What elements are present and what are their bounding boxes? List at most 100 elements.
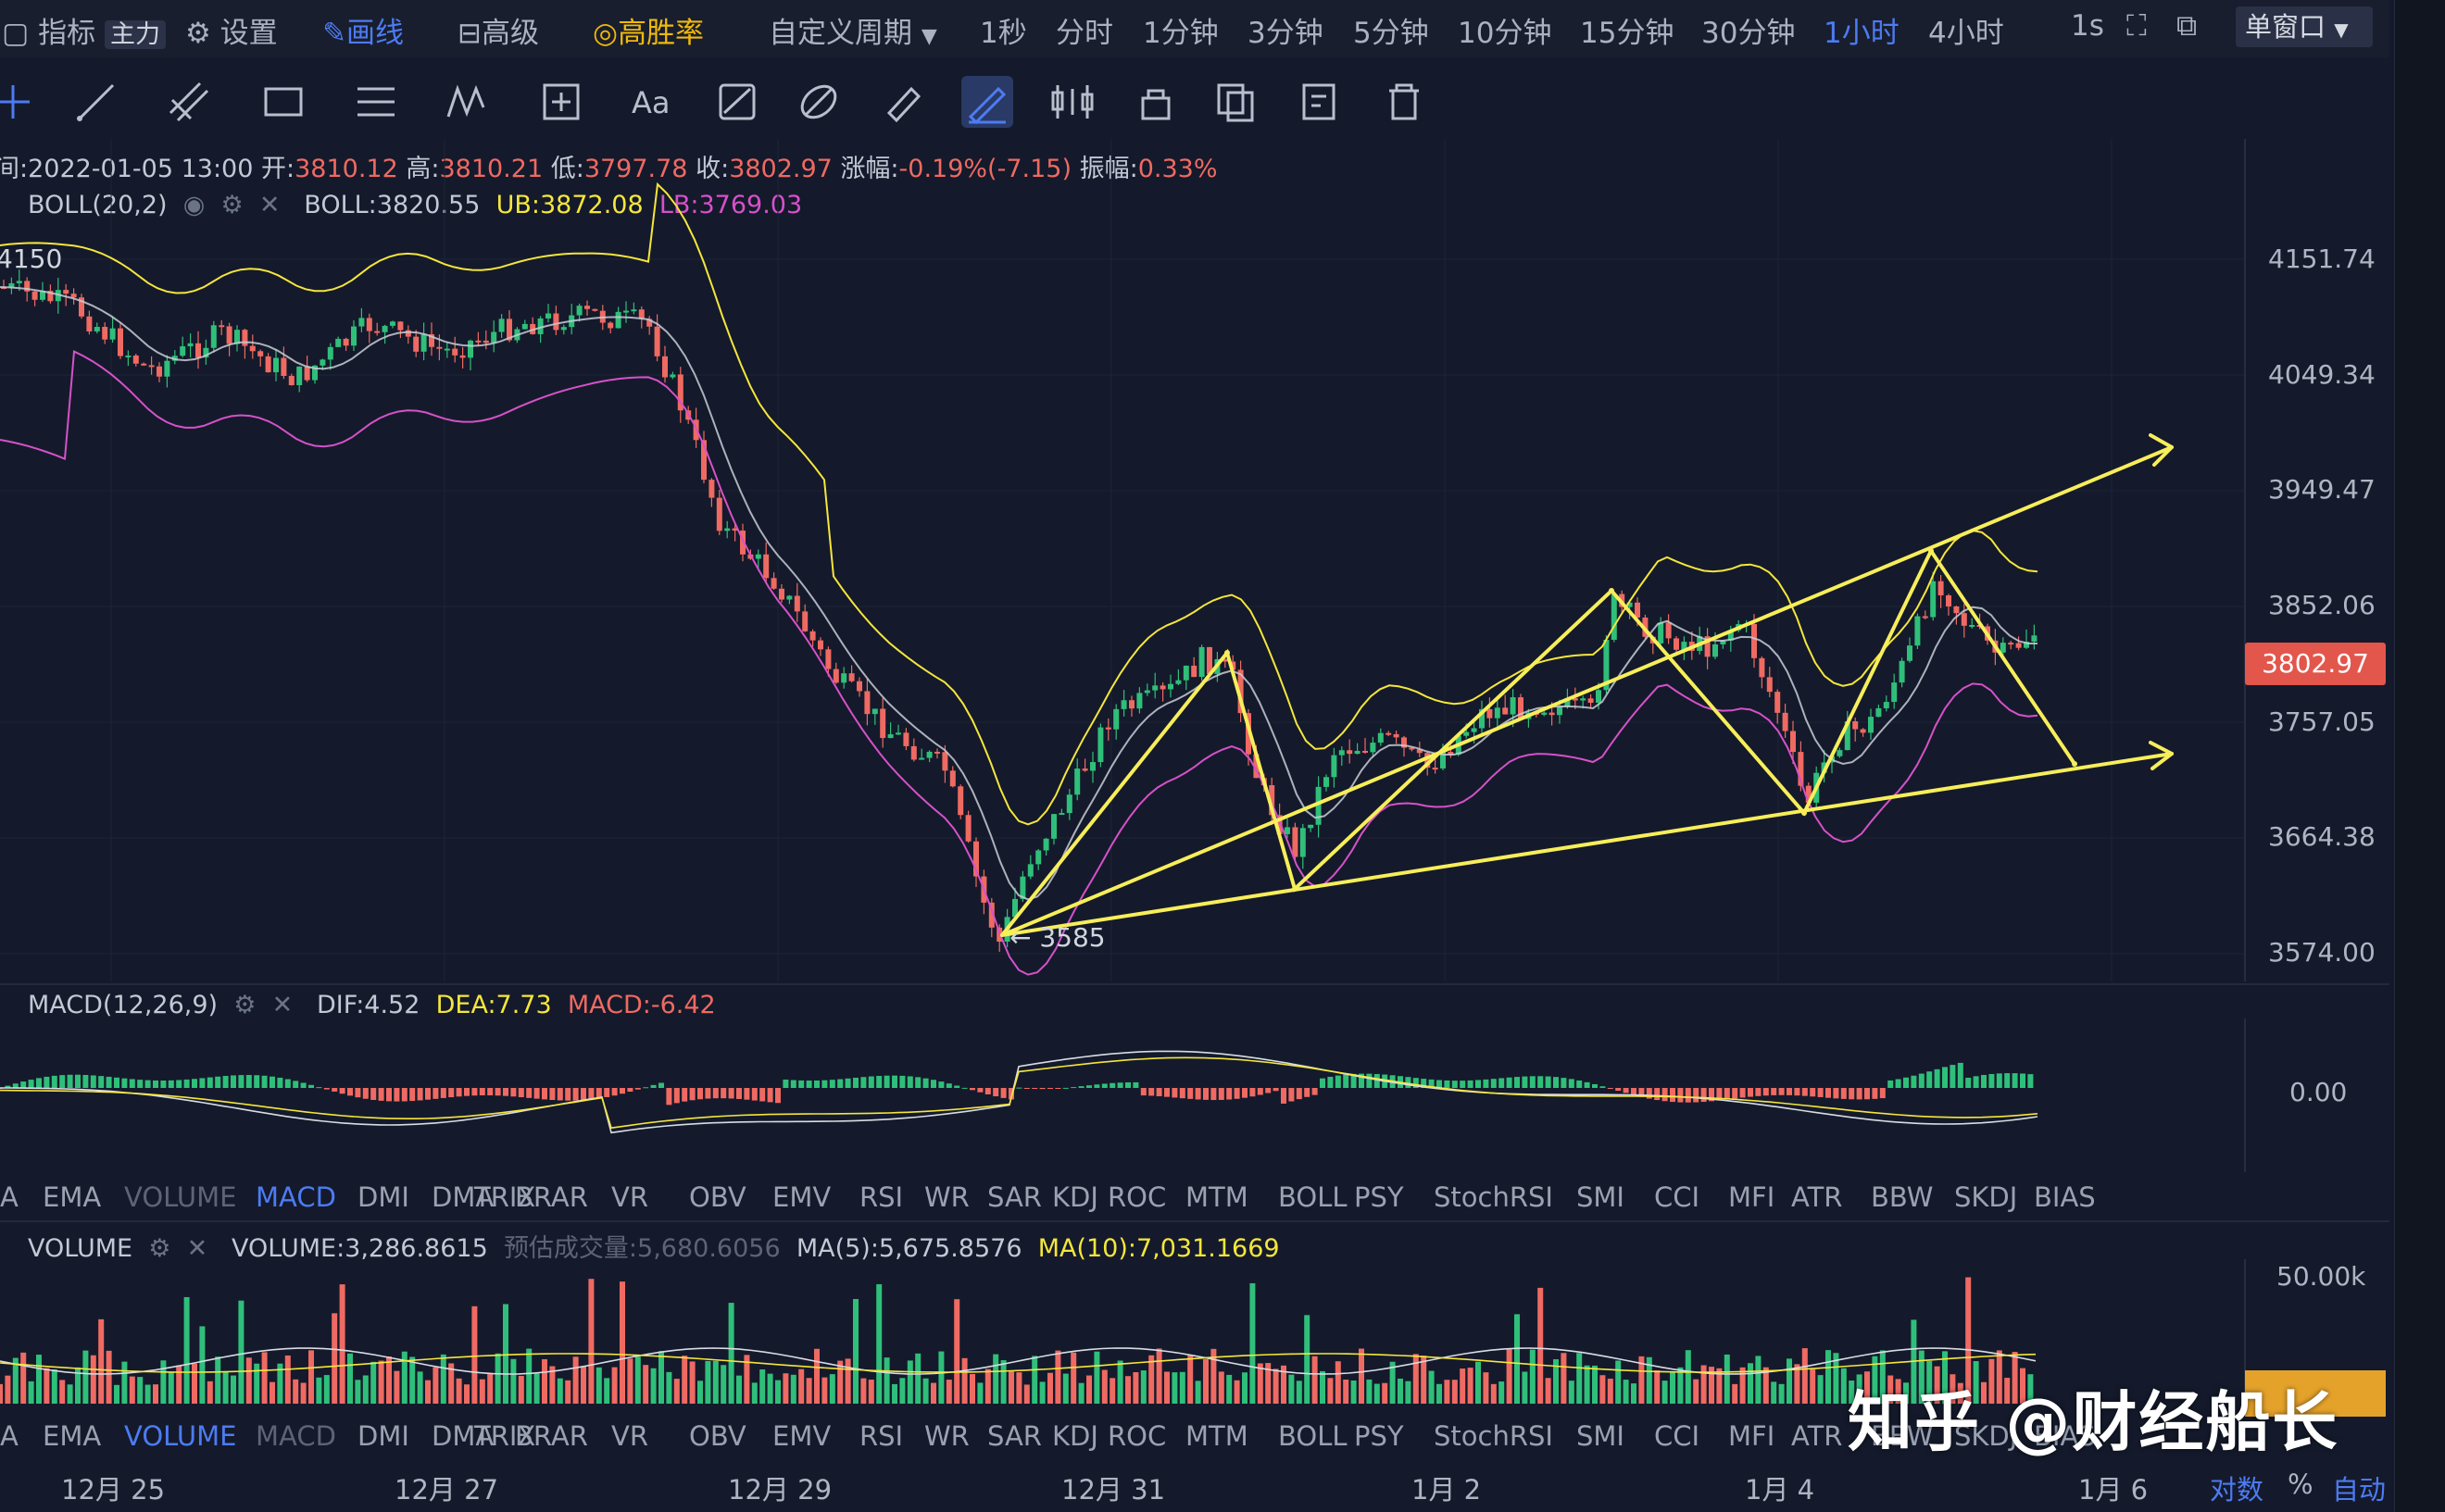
- period-3m[interactable]: 3分钟: [1248, 17, 1323, 50]
- period-1m[interactable]: 1分钟: [1143, 17, 1219, 50]
- indicator-tab[interactable]: ROC: [1108, 1181, 1167, 1213]
- fib-tool[interactable]: [350, 76, 402, 128]
- indicator-tab[interactable]: RSI: [859, 1181, 904, 1213]
- volume-chart[interactable]: [0, 1259, 2389, 1404]
- lock-tool[interactable]: [1130, 76, 1182, 128]
- indicator-tab[interactable]: SKDJ: [1954, 1181, 2018, 1213]
- rectangle-tool[interactable]: [257, 76, 309, 128]
- indicator-tab[interactable]: PSY: [1354, 1181, 1404, 1213]
- close-icon[interactable]: ✕: [258, 191, 296, 219]
- indicator-tab[interactable]: MTM: [1185, 1420, 1248, 1452]
- indicator-tab[interactable]: TRIX: [474, 1181, 536, 1213]
- eye-icon[interactable]: ◉: [175, 191, 213, 219]
- indicator-tab[interactable]: SKDJ: [1954, 1420, 2018, 1452]
- indicator-tab[interactable]: SMI: [1576, 1420, 1624, 1452]
- indicator-tab[interactable]: SAR: [987, 1181, 1042, 1213]
- indicator-tab[interactable]: WR: [924, 1420, 970, 1452]
- custom-period-dropdown[interactable]: 自定义周期 ▼: [769, 17, 937, 50]
- indicator-tab[interactable]: EMA: [43, 1181, 102, 1213]
- text-tool[interactable]: Aa: [626, 76, 678, 128]
- trendline-tool[interactable]: [70, 76, 122, 128]
- fullscreen-icon[interactable]: ⛶: [2126, 9, 2147, 43]
- eraser-tool[interactable]: [878, 76, 930, 128]
- indicator-tab[interactable]: DMA: [432, 1420, 495, 1452]
- indicator-menu[interactable]: ▢ 指标 主力: [2, 9, 167, 51]
- indicator-tab[interactable]: A: [0, 1181, 19, 1213]
- pane-divider[interactable]: [0, 1220, 2389, 1222]
- indicator-tab[interactable]: EMA: [43, 1420, 102, 1452]
- indicator-tab[interactable]: MFI: [1728, 1181, 1775, 1213]
- magnet-tool[interactable]: [711, 76, 763, 128]
- gear-icon[interactable]: ⚙: [225, 991, 265, 1019]
- indicator-tab[interactable]: VR: [611, 1181, 648, 1213]
- window-mode-dropdown[interactable]: 单窗口 ▼: [2236, 6, 2373, 47]
- refresh-rate[interactable]: 1s: [2071, 9, 2104, 43]
- price-chart[interactable]: [0, 139, 2389, 981]
- indicator-tab[interactable]: SAR: [987, 1420, 1042, 1452]
- indicator-tab[interactable]: DMI: [357, 1420, 409, 1452]
- indicator-tab[interactable]: TRIX: [474, 1420, 536, 1452]
- period-4h[interactable]: 4小时: [1928, 17, 2004, 50]
- indicator-tab[interactable]: BIAS: [2034, 1181, 2096, 1213]
- period-5m[interactable]: 5分钟: [1353, 17, 1429, 50]
- close-icon[interactable]: ✕: [186, 1234, 224, 1263]
- percent-scale-button[interactable]: %: [2288, 1468, 2313, 1500]
- indicator-tab[interactable]: StochRSI: [1434, 1181, 1553, 1213]
- compare-tool[interactable]: [1047, 76, 1098, 128]
- edit-tool[interactable]: [1295, 76, 1347, 128]
- indicator-tab[interactable]: EMV: [772, 1181, 832, 1213]
- period-1s[interactable]: 1秒: [980, 17, 1027, 50]
- indicator-tab[interactable]: RSI: [859, 1420, 904, 1452]
- indicator-tab[interactable]: ATR: [1791, 1181, 1843, 1213]
- indicator-tab[interactable]: BBW: [1871, 1181, 1934, 1213]
- period-10m[interactable]: 10分钟: [1458, 17, 1552, 50]
- crosshair-tool[interactable]: [0, 76, 39, 128]
- lock-draw-tool[interactable]: [793, 76, 845, 128]
- indicator-tab[interactable]: VOLUME: [124, 1181, 237, 1213]
- indicator-tab[interactable]: BRAR: [515, 1181, 588, 1213]
- macd-chart[interactable]: [0, 1018, 2389, 1172]
- screenshot-icon[interactable]: ⧉: [2176, 9, 2198, 43]
- indicator-tab[interactable]: DMA: [432, 1181, 495, 1213]
- indicator-tab[interactable]: EMV: [772, 1420, 832, 1452]
- period-15m[interactable]: 15分钟: [1580, 17, 1674, 50]
- indicator-tab[interactable]: A: [0, 1420, 19, 1452]
- copy-tool[interactable]: [1210, 76, 1261, 128]
- indicator-tab[interactable]: PSY: [1354, 1420, 1404, 1452]
- indicator-tab[interactable]: OBV: [689, 1420, 746, 1452]
- indicator-tab[interactable]: OBV: [689, 1181, 746, 1213]
- indicator-tab[interactable]: CCI: [1654, 1181, 1700, 1213]
- measure-tool[interactable]: [535, 76, 587, 128]
- indicator-tab[interactable]: ATR: [1791, 1420, 1843, 1452]
- delete-tool[interactable]: [1378, 76, 1430, 128]
- indicator-tab[interactable]: SMI: [1576, 1181, 1624, 1213]
- indicator-tab[interactable]: BIAS: [2034, 1420, 2096, 1452]
- gear-icon[interactable]: ⚙: [220, 191, 252, 219]
- period-1h[interactable]: 1小时: [1824, 17, 1900, 50]
- close-icon[interactable]: ✕: [271, 991, 309, 1019]
- indicator-tab[interactable]: StochRSI: [1434, 1420, 1553, 1452]
- pane-divider[interactable]: [0, 983, 2389, 985]
- indicator-tab[interactable]: KDJ: [1052, 1181, 1098, 1213]
- gear-icon[interactable]: ⚙: [140, 1234, 180, 1263]
- period-30m[interactable]: 30分钟: [1701, 17, 1796, 50]
- indicator-tab[interactable]: VOLUME: [124, 1420, 237, 1452]
- indicator-tab[interactable]: BRAR: [515, 1420, 588, 1452]
- period-timeline[interactable]: 分时: [1056, 17, 1113, 50]
- high-win-button[interactable]: ◎高胜率: [593, 17, 705, 50]
- log-scale-button[interactable]: 对数: [2210, 1474, 2264, 1506]
- indicator-tab[interactable]: MACD: [256, 1420, 336, 1452]
- wave-tool[interactable]: [443, 76, 495, 128]
- settings-button[interactable]: ⚙ 设置: [185, 17, 278, 50]
- brush-tool[interactable]: [961, 76, 1013, 128]
- advanced-button[interactable]: ⊟高级: [458, 17, 539, 50]
- indicator-tab[interactable]: KDJ: [1052, 1420, 1098, 1452]
- auto-scale-button[interactable]: 自动: [2332, 1474, 2387, 1506]
- indicator-tab[interactable]: WR: [924, 1181, 970, 1213]
- draw-button[interactable]: ✎画线: [322, 17, 404, 50]
- indicator-tab[interactable]: DMI: [357, 1181, 409, 1213]
- indicator-tab[interactable]: MFI: [1728, 1420, 1775, 1452]
- indicator-tab[interactable]: ROC: [1108, 1420, 1167, 1452]
- indicator-tab[interactable]: MACD: [256, 1181, 336, 1213]
- indicator-tab[interactable]: VR: [611, 1420, 648, 1452]
